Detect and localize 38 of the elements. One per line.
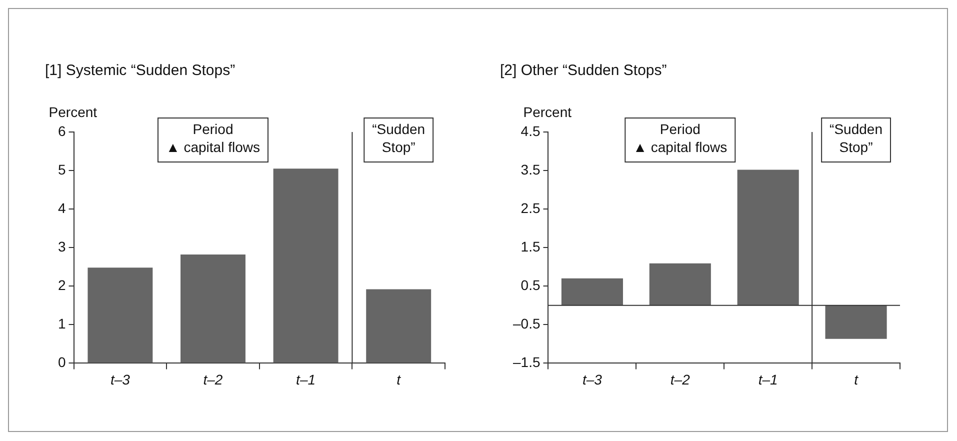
y-axis-title: Percent [48,104,98,120]
y-tick-label: 2.5 [520,200,540,216]
y-tick-label: 0 [58,354,66,370]
y-tick-label: 0.5 [520,276,540,293]
x-tick-label: t–1 [758,371,778,388]
y-axis-title: Percent [523,104,572,120]
x-tick-label: t–3 [582,371,602,388]
bar [825,305,887,339]
y-tick-label: 6 [58,122,66,139]
chart-title: [1] Systemic “Sudden Stops” [45,62,236,79]
bar [273,168,338,363]
annotation: Period ▲ capital flows [166,120,260,155]
annotation: “Sudden Stop” [372,120,426,155]
y-tick-label: 4.5 [520,122,540,139]
x-tick-label: t–1 [296,371,316,388]
bar [88,268,153,363]
bar [737,170,799,306]
bar [649,263,711,306]
y-tick-label: 1.5 [520,238,540,254]
y-tick-label: –0.5 [513,316,540,332]
bar [366,289,432,363]
x-tick-label: t–2 [203,371,223,388]
annotation: “Sudden Stop” [830,120,882,155]
y-tick-label: 3 [58,238,66,254]
x-tick-label: t [854,371,860,388]
bar [180,254,246,363]
y-tick-label: 5 [58,161,66,178]
y-tick-label: 2 [58,276,66,293]
y-tick-label: 3.5 [520,161,540,178]
y-tick-label: 1 [58,316,66,332]
x-tick-label: t–3 [110,371,130,388]
x-tick-label: t–2 [670,371,690,388]
x-tick-label: t [396,371,402,388]
y-tick-label: 4 [58,200,66,216]
bar [561,278,623,306]
chart-title: [2] Other “Sudden Stops” [500,62,667,79]
y-tick-label: –1.5 [513,354,540,370]
annotation: Period ▲ capital flows [633,120,728,155]
